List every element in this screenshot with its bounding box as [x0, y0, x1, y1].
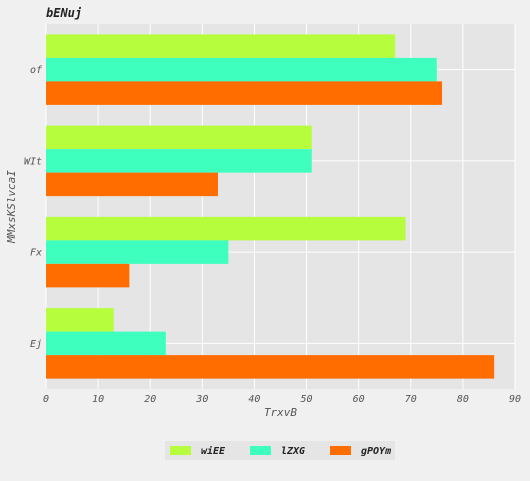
bar-lZXG-Ej	[46, 331, 166, 356]
x-tick-label: 50	[301, 394, 313, 405]
x-tick-label: 10	[92, 394, 104, 405]
bar-lZXG-WIt	[46, 149, 312, 173]
x-tick-label: 30	[195, 394, 208, 405]
x-tick-label: 20	[144, 394, 156, 405]
bar-wiEE-Fx	[46, 216, 406, 241]
x-tick-label: 70	[405, 394, 417, 405]
y-tick-label: Ej	[30, 339, 42, 350]
legend-swatch-wiEE	[170, 446, 191, 455]
bar-gPOYm-Ej	[46, 355, 495, 379]
legend-swatch-gPOYm	[330, 446, 351, 455]
bar-lZXG-of	[46, 57, 437, 82]
legend-swatch-lZXG	[250, 446, 271, 455]
y-tick-label: Fx	[30, 248, 42, 259]
bar-lZXG-Fx	[46, 240, 229, 264]
bar-wiEE-of	[46, 34, 396, 58]
bar-wiEE-WIt	[46, 125, 312, 150]
x-tick-label: 0	[43, 394, 49, 405]
legend-box	[165, 441, 395, 460]
y-axis-label: MMxsKSlvcaI	[5, 170, 18, 244]
legend-label-gPOYm: gPOYm	[361, 446, 391, 457]
bar-gPOYm-WIt	[46, 172, 218, 197]
tick-labels: 0 10 20 30 40 50 60 70 80 90 of WIt Fx Ej	[24, 65, 521, 405]
legend: wiEE lZXG gPOYm	[165, 441, 395, 460]
y-tick-label: of	[30, 65, 43, 76]
x-axis-label: TrxvB	[264, 406, 297, 419]
legend-label-lZXG: lZXG	[281, 446, 305, 457]
x-tick-label: 60	[353, 394, 365, 405]
bar-gPOYm-Fx	[46, 263, 130, 288]
x-tick-label: 90	[509, 394, 521, 405]
bar-gPOYm-of	[46, 81, 443, 105]
bar-wiEE-Ej	[46, 308, 114, 332]
bars	[46, 34, 495, 379]
x-tick-label: 40	[248, 394, 260, 405]
legend-label-wiEE: wiEE	[201, 445, 226, 457]
x-tick-label: 80	[457, 394, 469, 405]
chart-title: bENuj	[46, 6, 82, 20]
y-tick-label: WIt	[24, 156, 42, 167]
